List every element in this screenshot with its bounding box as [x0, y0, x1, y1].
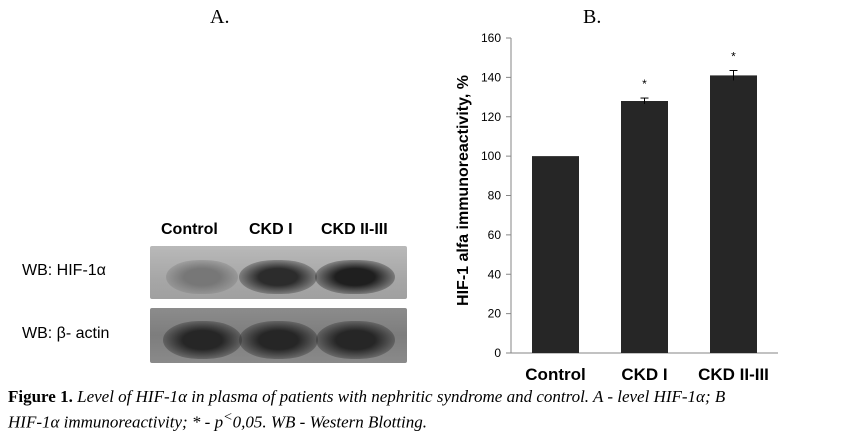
significance-mark-2: *: [642, 77, 647, 91]
panel-a-label: A.: [210, 6, 230, 28]
bar-chart: 0 20 40 60 80 100 120 140 160 HIF-1 alfa immunore…: [455, 31, 778, 384]
hif-band-1: [165, 259, 239, 294]
significance-mark-3: *: [731, 49, 736, 63]
y-tick-label-20: 20: [488, 307, 502, 321]
x-tick-label-2: CKD I: [621, 365, 667, 384]
actin-band-2: [238, 320, 318, 359]
blot-row-label-actin: WB: β- actin: [22, 325, 110, 342]
y-tick-label-60: 60: [488, 228, 502, 242]
actin-band-3: [315, 320, 395, 359]
y-tick-label-100: 100: [481, 149, 501, 163]
bar-1: [532, 156, 579, 353]
caption-sup: <: [223, 409, 233, 425]
caption-line-1: Figure 1. Level of HIF-1α in plasma of p…: [8, 386, 866, 407]
blot-column-ckd-2-3: CKD II-III: [321, 221, 388, 238]
blot-strip-actin: [150, 308, 407, 363]
y-tick-label-140: 140: [481, 70, 501, 84]
y-tick-label-160: 160: [481, 31, 501, 45]
bar-3: [710, 75, 757, 353]
caption-text-1: Level of HIF-1α in plasma of patients wi…: [77, 387, 726, 406]
hif-band-2: [238, 259, 318, 294]
caption-figure-number: Figure 1.: [8, 387, 73, 406]
caption-line-2: HIF-1α immunoreactivity; * - p<0,05. WB …: [8, 407, 866, 433]
actin-band-1: [162, 320, 242, 359]
y-tick-label-40: 40: [488, 267, 502, 281]
figure-caption: Figure 1. Level of HIF-1α in plasma of p…: [8, 386, 866, 433]
hif-band-3: [315, 259, 395, 294]
blot-column-control: Control: [161, 221, 218, 238]
bar-2: [621, 101, 668, 353]
y-tick-label-120: 120: [481, 110, 501, 124]
blot-row-label-hif: WB: HIF-1α: [22, 262, 106, 279]
panel-b-label: B.: [583, 6, 602, 28]
y-axis-label: HIF-1 alfa immunoreactivity, %: [455, 75, 472, 306]
x-tick-label-1: Control: [525, 365, 585, 384]
x-tick-label-3: CKD II-III: [698, 365, 769, 384]
y-tick-label-80: 80: [488, 189, 502, 203]
y-tick-label-0: 0: [494, 346, 501, 360]
caption-text-2b: 0,05. WB - Western Blotting.: [232, 412, 428, 432]
blot-strip-hif: [150, 246, 407, 299]
blot-column-ckd-1: CKD I: [249, 221, 293, 238]
caption-text-2a: HIF-1α immunoreactivity; * - p: [8, 412, 224, 432]
